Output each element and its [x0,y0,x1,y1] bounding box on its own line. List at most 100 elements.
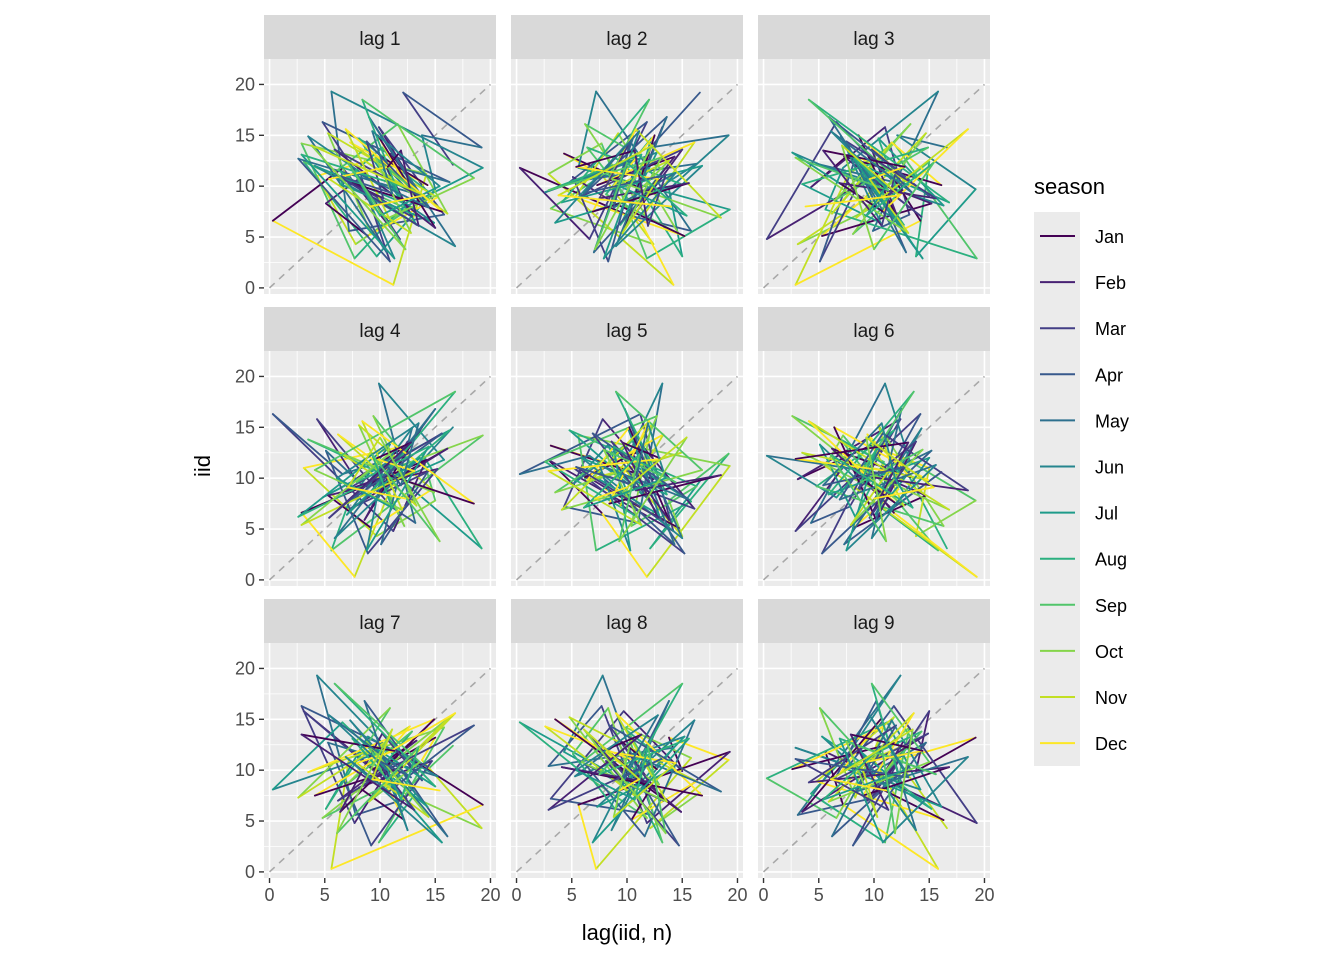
lag-segment-aug [870,682,903,788]
lag-segment-dec [804,194,901,208]
lag-segment-dec [330,803,484,870]
lag-segment-jul [379,185,441,217]
lag-segment-jun [868,714,906,772]
lag-segment-dec [602,749,677,764]
reference-line-y-equals-x [762,83,986,289]
lag-segment-feb [633,149,649,227]
lag-segment-oct [608,177,722,219]
x-tick-label: 5 [567,885,577,905]
lag-segment-oct [915,499,977,538]
lag-segment-may [855,756,969,793]
lag-segment-nov [830,728,914,781]
lag-segment-dec [369,194,426,208]
legend-item-jun: Jun [1040,458,1124,478]
lag-segment-aug [371,453,394,509]
lag-segment-aug [583,453,641,509]
lag-segment-jan [668,736,684,773]
lag-segment-dec [600,511,648,578]
lag-segment-jul [575,769,636,801]
legend-label: Sep [1095,596,1127,616]
lag-segment-nov [310,144,426,197]
lag-segment-jul [915,188,977,258]
lag-segment-jun [765,454,838,499]
y-tick-label: 20 [235,658,255,678]
x-axis-title: lag(iid, n) [582,920,672,945]
lag-segment-nov [649,759,730,830]
lag-segment-nov [841,144,901,197]
legend-label: Mar [1095,319,1126,339]
facet-strip-label: lag 5 [606,321,647,342]
lag-segment-mar [321,121,401,240]
lag-segment-mar [591,432,637,492]
lag-segment-may [355,172,430,209]
lag-segment-may [368,116,457,248]
lag-segment-mar [880,174,896,227]
lag-segment-mar [402,91,454,166]
lag-segment-sep [818,707,863,755]
lag-segment-jan [915,736,977,773]
lag-segment-sep [615,390,704,471]
lag-segment-aug [877,137,900,196]
lag-segment-jun [602,172,677,260]
y-tick-label: 15 [235,125,255,145]
legend-item-feb: Feb [1040,273,1126,293]
lag-segment-aug [324,752,363,810]
lag-segment-may [896,134,948,149]
lag-segment-jul [271,721,344,791]
lag-segment-jun [377,382,445,461]
lag-segment-aug [645,208,731,260]
lag-segment-aug [824,208,978,260]
lag-segment-aug [865,161,935,217]
lag-segment-jan [838,182,884,213]
facet-panel-2: lag 2 [511,15,743,294]
lag-segment-apr [547,705,603,767]
lag-segment-jun [344,756,443,844]
reference-line-y-equals-x [268,667,492,873]
lag-segment-mar [881,432,969,492]
lag-segment-apr [297,157,391,263]
lag-segment-dec [815,780,945,821]
lag-segment-oct [336,728,394,835]
lag-segment-nov [865,436,935,489]
lag-segment-oct [845,740,879,818]
lag-segment-apr [871,213,911,232]
lag-segment-oct [583,728,667,835]
lag-segment-may [830,130,914,195]
legend-item-oct: Oct [1040,642,1123,662]
y-tick-label: 5 [245,519,255,539]
lag-segment-feb [915,710,931,773]
legend-label: Feb [1095,273,1126,293]
lag-segment-jul [402,480,483,550]
lag-segment-nov [626,436,688,489]
lag-segment-jun [336,422,420,480]
lag-segment-jul [827,456,931,496]
lag-segment-apr [374,758,412,779]
lag-segment-nov [583,728,641,781]
lag-segment-apr [796,797,872,816]
lag-segment-dec [355,749,396,764]
facet-strip [511,15,743,59]
lag-segment-jun [896,134,977,191]
lag-segment-may [583,130,641,195]
lag-segment-aug [830,453,914,509]
lag-segment-jul [822,769,906,801]
panel-plot-area [515,375,739,581]
y-tick-label: 10 [235,176,255,196]
lag-segment-jun [591,756,637,844]
lag-segment-aug [827,390,915,496]
lag-segment-jan [324,202,369,237]
legend-label: May [1095,411,1129,431]
lag-segment-sep [594,161,628,251]
facet-strip [758,307,990,351]
x-tick-label: 20 [974,885,994,905]
reference-line-y-equals-x [762,667,986,873]
lag-segment-jul [591,737,690,844]
lag-segment-oct [374,156,412,234]
lag-segment-may [621,714,659,779]
lag-segment-nov [645,465,731,578]
lag-segment-apr [810,505,851,524]
lag-segment-may [371,130,394,195]
lag-segment-jan [358,786,406,821]
legend-label: Jan [1095,227,1124,247]
lag-segment-jan [271,166,344,222]
